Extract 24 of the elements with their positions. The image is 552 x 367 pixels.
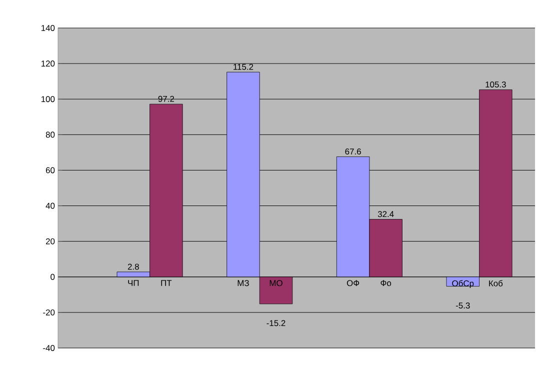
data-label: -15.2 [266,320,286,326]
y-tick-label: 20 [46,238,55,244]
data-label: 67.6 [345,148,361,155]
y-tick-label: 80 [46,132,55,138]
data-label: 105.3 [486,82,506,88]
y-tick-label: -40 [43,345,55,351]
x-tick-label: МО [270,280,282,286]
y-tick-label: 120 [41,60,55,67]
x-tick-label: МЗ [238,280,249,286]
x-tick-label: ЧП [128,280,139,286]
x-tick-label: Фо [380,280,392,286]
y-tick-label: 100 [41,96,55,102]
x-tick-label: ПТ [161,280,172,286]
y-tick-label: 0 [50,274,55,280]
y-tick-label: -20 [43,309,55,316]
y-tick-label: 140 [41,25,55,31]
x-tick-label: Коб [489,280,503,286]
y-tick-label: 60 [46,167,55,174]
data-label: -5.3 [456,302,470,308]
data-label: 115.2 [234,64,254,70]
y-tick-label: 40 [46,202,55,209]
data-label: 2.8 [128,264,139,270]
x-tick-label: ОФ [346,280,360,286]
data-label: 32.4 [378,211,394,218]
